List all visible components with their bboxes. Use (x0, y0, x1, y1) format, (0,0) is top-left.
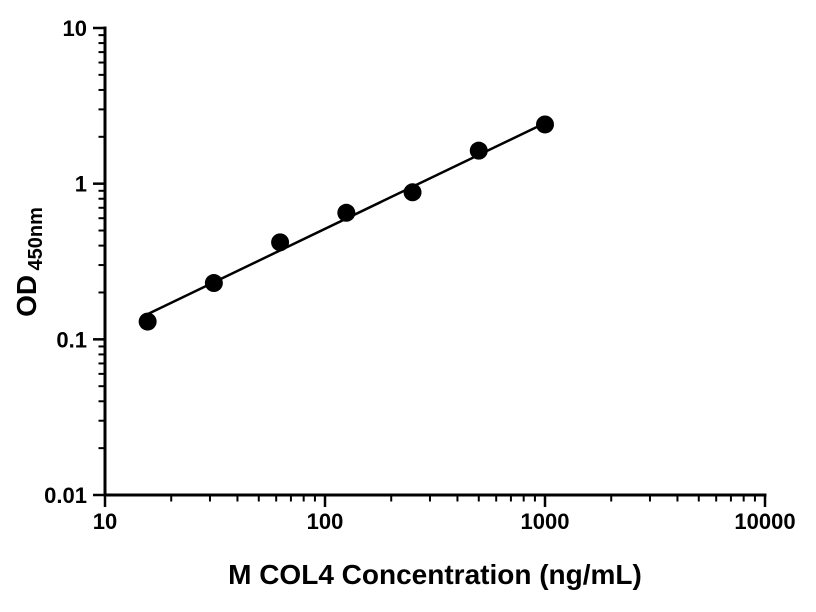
data-point (271, 233, 290, 252)
axes (103, 26, 767, 497)
data-points (138, 115, 554, 331)
x-axis-title: M COL4 Concentration (ng/mL) (228, 559, 642, 590)
y-tick-label: 10 (63, 16, 87, 41)
data-point (403, 183, 422, 202)
data-point (469, 141, 488, 160)
x-tick-label: 100 (307, 509, 344, 534)
y-tick-label: 1 (75, 172, 87, 197)
y-tick-label: 0.01 (44, 483, 87, 508)
data-point (337, 203, 356, 222)
tick-labels: 10 100 1000 10000 0.01 0.1 1 10 (44, 16, 795, 534)
ticks (93, 26, 767, 507)
data-point (138, 312, 157, 331)
x-tick-label: 10 (93, 509, 117, 534)
data-point (204, 274, 223, 293)
x-tick-label: 1000 (521, 509, 570, 534)
y-axis-title: OD 450nm (11, 207, 47, 317)
data-point (536, 115, 554, 134)
x-tick-label: 10000 (734, 509, 795, 534)
y-axis-title-main: OD (11, 275, 42, 317)
y-axis-title-subscript: 450nm (25, 207, 47, 270)
y-tick-label: 0.1 (56, 327, 87, 352)
